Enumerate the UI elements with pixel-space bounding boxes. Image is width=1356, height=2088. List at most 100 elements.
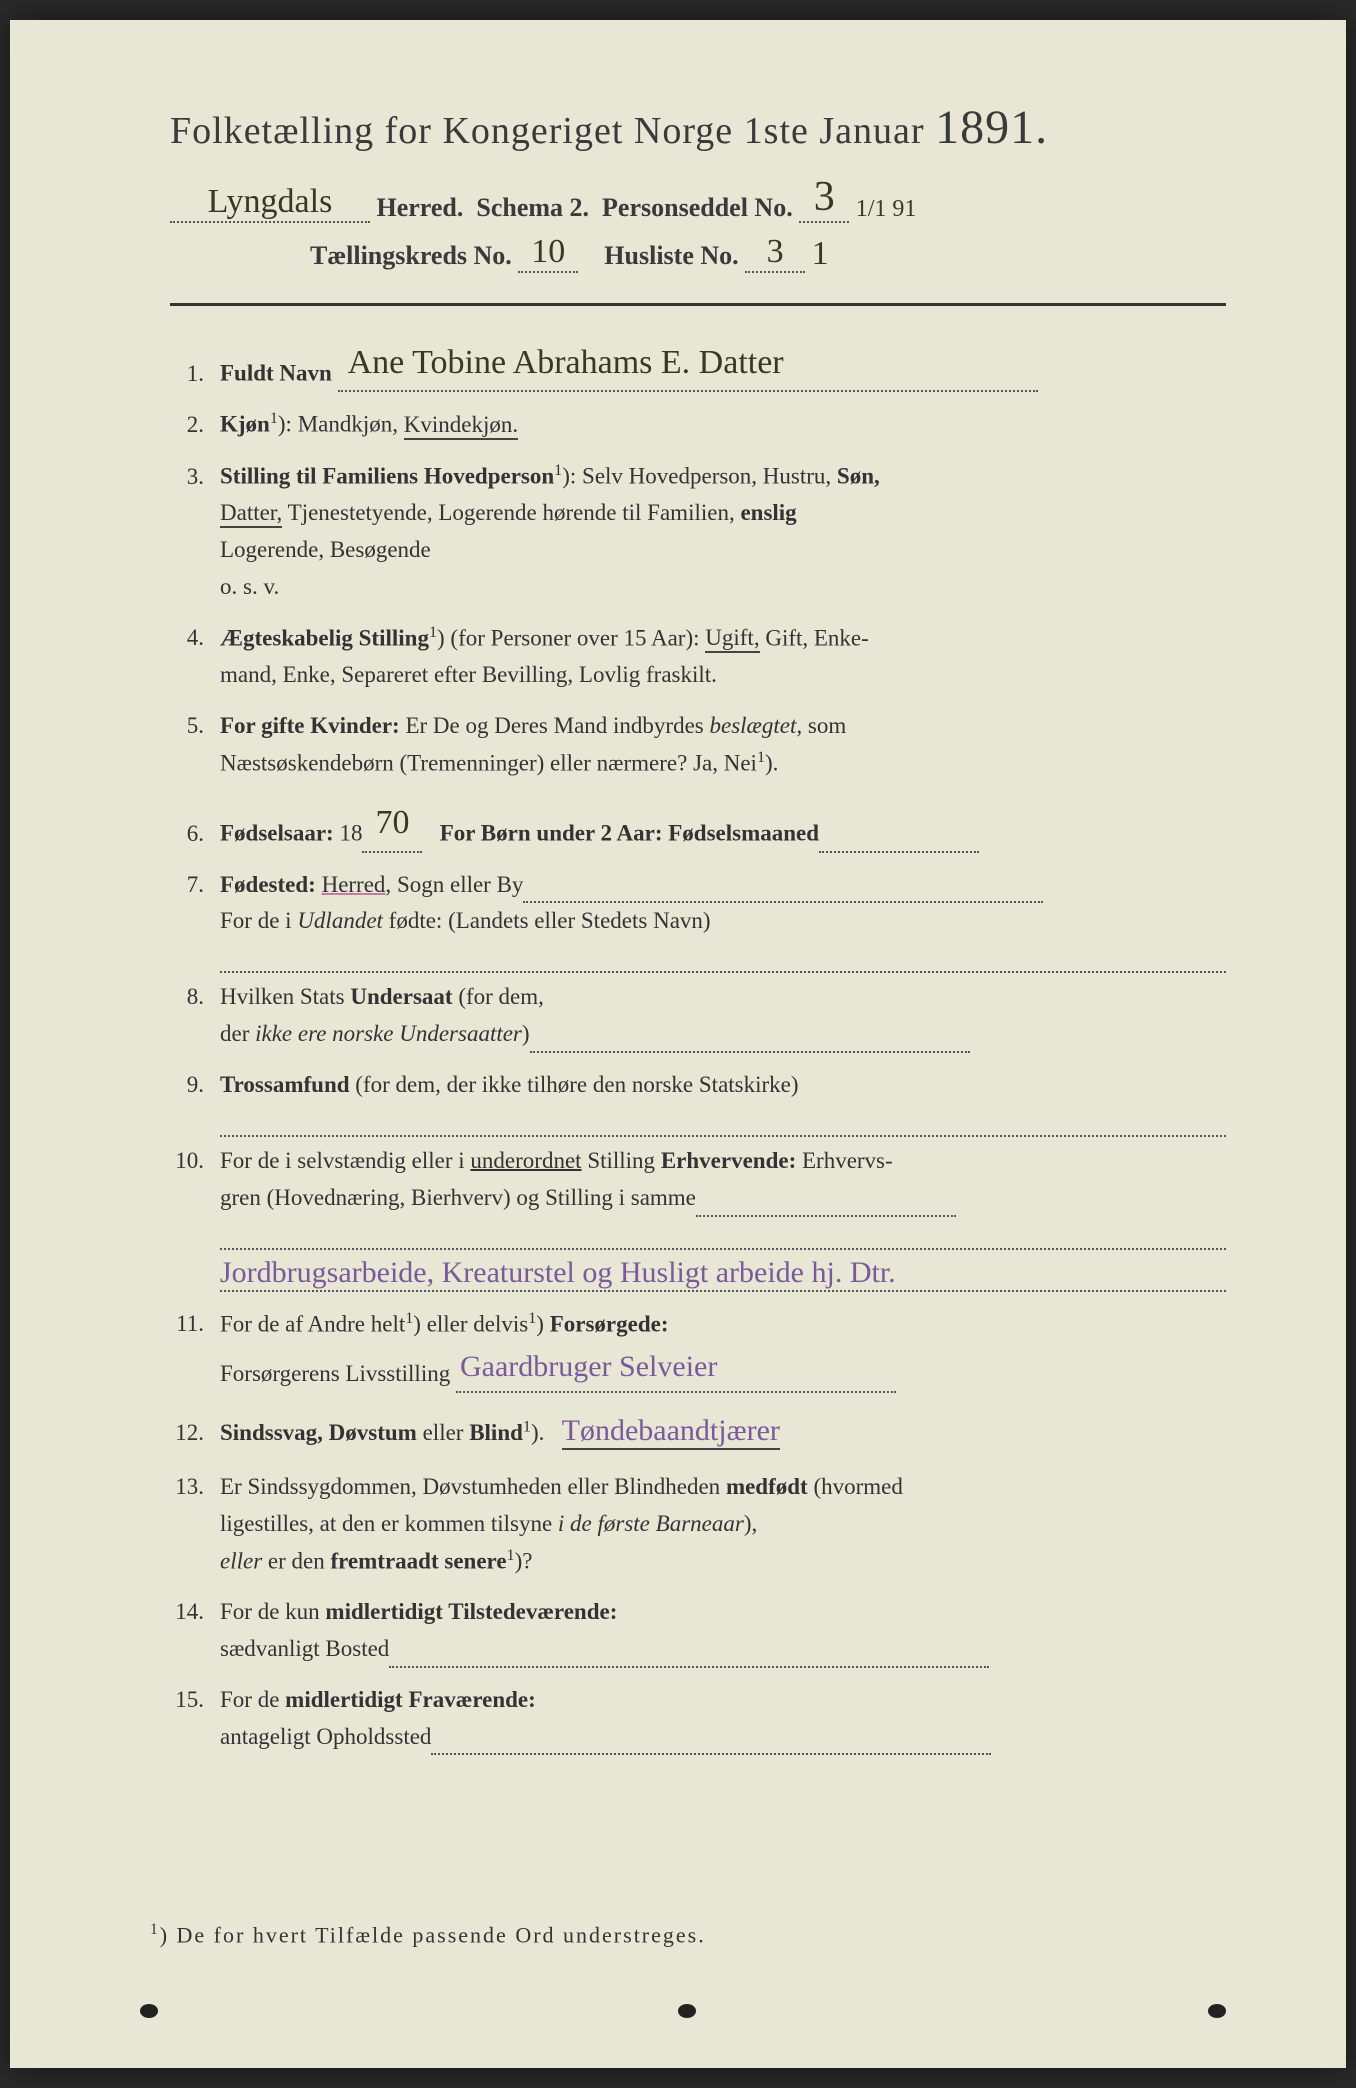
hole-mark-left <box>140 2004 158 2018</box>
title-prefix: Folketælling for Kongeriget Norge 1ste J… <box>170 110 925 152</box>
q5-end: ). <box>765 750 778 775</box>
personseddel-no: 3 <box>799 173 849 223</box>
personseddel-label: Personseddel No. <box>602 193 793 222</box>
q11-bold: Forsørgede: <box>550 1311 669 1336</box>
q14-l2: sædvanligt Bosted <box>220 1636 389 1661</box>
q3-sup: 1 <box>554 462 562 479</box>
q9-num: 9. <box>170 1067 220 1104</box>
q13-bold: medfødt <box>726 1474 808 1499</box>
q6-num: 6. <box>170 816 220 853</box>
q1-num: 1. <box>170 356 220 393</box>
q5-emph: beslægtet, <box>709 713 802 738</box>
q7-opt1: Herred, <box>322 872 392 897</box>
form-body: 1. Fuldt Navn Ane Tobine Abrahams E. Dat… <box>150 336 1246 1755</box>
q8-row: 8. Hvilken Stats Undersaat (for dem, der… <box>170 979 1226 1053</box>
q8-num: 8. <box>170 979 220 1016</box>
q10-blank <box>696 1215 956 1217</box>
q13-l1a: Er Sindssygdommen, Døvstumheden eller Bl… <box>220 1474 726 1499</box>
q8-l1: Hvilken Stats <box>220 984 350 1009</box>
q10-row: 10. For de i selvstændig eller i underor… <box>170 1143 1226 1217</box>
q4-row: 4. Ægteskabelig Stilling1) (for Personer… <box>170 620 1226 694</box>
q12-bold2: Blind <box>469 1420 523 1445</box>
q10-handwritten: Jordbrugsarbeide, Kreaturstel og Husligt… <box>220 1256 896 1289</box>
q5-row: 5. For gifte Kvinder: Er De og Deres Man… <box>170 708 1226 782</box>
q10-num: 10. <box>170 1143 220 1180</box>
q11-num: 11. <box>170 1306 220 1343</box>
q13-l2b: ), <box>744 1511 757 1536</box>
date-margin: 1/1 91 <box>856 196 917 223</box>
q10-hand-line: Jordbrugsarbeide, Kreaturstel og Husligt… <box>220 1256 1226 1292</box>
q9-bold: Trossamfund <box>220 1072 350 1097</box>
q9-row: 9. Trossamfund (for dem, der ikke tilhør… <box>170 1067 1226 1104</box>
q5-sup: 1 <box>757 749 765 766</box>
q6-prefix: 18 <box>339 821 362 846</box>
q15-num: 15. <box>170 1682 220 1719</box>
q13-sup: 1 <box>507 1547 515 1564</box>
q3-l2a: Datter, <box>220 500 282 528</box>
q10-l1b: Stilling <box>582 1148 661 1173</box>
q7-blank <box>523 901 1043 903</box>
subhead-row-2: Tællingskreds No. 10 Husliste No. 3 1 <box>170 233 1246 273</box>
q8-blank <box>530 1051 970 1053</box>
census-form-page: Folketælling for Kongeriget Norge 1ste J… <box>10 20 1346 2068</box>
q13-bold2: fremtraadt senere <box>330 1548 506 1573</box>
q4-l2: mand, Enke, Separeret efter Bevilling, L… <box>220 662 717 687</box>
q8-l2c: ) <box>522 1021 530 1046</box>
q12-sup: 1 <box>523 1419 531 1436</box>
q12-num: 12. <box>170 1415 220 1452</box>
q6-year: 70 <box>362 796 422 852</box>
q3-row: 3. Stilling til Familiens Hovedperson1):… <box>170 458 1226 606</box>
q15-l2: antageligt Opholdssted <box>220 1724 431 1749</box>
form-header: Folketælling for Kongeriget Norge 1ste J… <box>150 100 1246 273</box>
q5-t2: som <box>802 713 846 738</box>
q8-l1b: (for dem, <box>453 984 544 1009</box>
q10-l1bold: Erhvervende: <box>661 1148 796 1173</box>
q4-num: 4. <box>170 620 220 657</box>
q3-label: Stilling til Familiens Hovedperson <box>220 464 554 489</box>
q12-bold: Sindssvag, Døvstum <box>220 1420 417 1445</box>
q2-row: 2. Kjøn1): Mandkjøn, Kvindekjøn. <box>170 406 1226 443</box>
q12-handwritten: Tøndebaandtjærer <box>562 1414 780 1450</box>
q11-l2: Forsørgerens Livsstilling <box>220 1361 450 1386</box>
taellingskreds-no: 10 <box>518 233 578 273</box>
q6-label: Fødselsaar: <box>220 821 334 846</box>
hole-mark-right <box>1208 2004 1226 2018</box>
q11-handwritten: Gaardbruger Selveier <box>456 1343 896 1393</box>
q10-blank-line <box>220 1231 1226 1250</box>
q11-row: 11. For de af Andre helt1) eller delvis1… <box>170 1306 1226 1393</box>
q14-bold: midlertidigt Tilstedeværende: <box>325 1599 617 1624</box>
q6-row: 6. Fødselsaar: 1870 For Børn under 2 Aar… <box>170 796 1226 852</box>
q7-l2a: For de i <box>220 908 297 933</box>
q3-l1a: Selv Hovedperson, Hustru, <box>582 464 831 489</box>
q13-l3b: er den <box>262 1548 330 1573</box>
q13-l1b: (hvormed <box>808 1474 903 1499</box>
title-year: 1891. <box>935 101 1048 154</box>
footer-sup: 1 <box>150 1921 160 1938</box>
q13-num: 13. <box>170 1469 220 1506</box>
q12-text: eller <box>417 1420 469 1445</box>
q11-l1a: For de af Andre helt <box>220 1311 405 1336</box>
q10-l2: gren (Hovednæring, Bierhverv) og Stillin… <box>220 1185 696 1210</box>
herred-value: Lyngdals <box>170 183 370 223</box>
q15-row: 15. For de midlertidigt Fraværende: anta… <box>170 1682 1226 1756</box>
q12-row: 12. Sindssvag, Døvstum eller Blind1). Tø… <box>170 1407 1226 1455</box>
q15-bold: midlertidigt Fraværende: <box>285 1687 536 1712</box>
q6-l2: For Børn under 2 Aar: <box>440 821 663 846</box>
hole-mark-center <box>678 2004 696 2018</box>
q11-l1c: ) <box>536 1311 549 1336</box>
q8-l2a: der <box>220 1021 255 1046</box>
q3-l1b: Søn, <box>837 464 880 489</box>
q11-l1b: ) eller delvis <box>413 1311 528 1336</box>
q2-opt1: Mandkjøn, <box>298 412 398 437</box>
q6-l3: Fødselsmaaned <box>668 821 819 846</box>
husliste-label: Husliste No. <box>604 241 738 270</box>
q15-l1a: For de <box>220 1687 285 1712</box>
q14-num: 14. <box>170 1594 220 1631</box>
q4-label: Ægteskabelig Stilling <box>220 625 429 650</box>
q3-l2b: Tjenestetyende, Logerende hørende til Fa… <box>288 500 735 525</box>
subhead-row-1: Lyngdals Herred. Schema 2. Personseddel … <box>170 173 1246 223</box>
q3-l4: o. s. v. <box>220 574 279 599</box>
q10-l1a: For de i selvstændig eller i <box>220 1148 470 1173</box>
q2-sup: 1 <box>270 410 278 427</box>
main-title: Folketælling for Kongeriget Norge 1ste J… <box>170 100 1246 155</box>
